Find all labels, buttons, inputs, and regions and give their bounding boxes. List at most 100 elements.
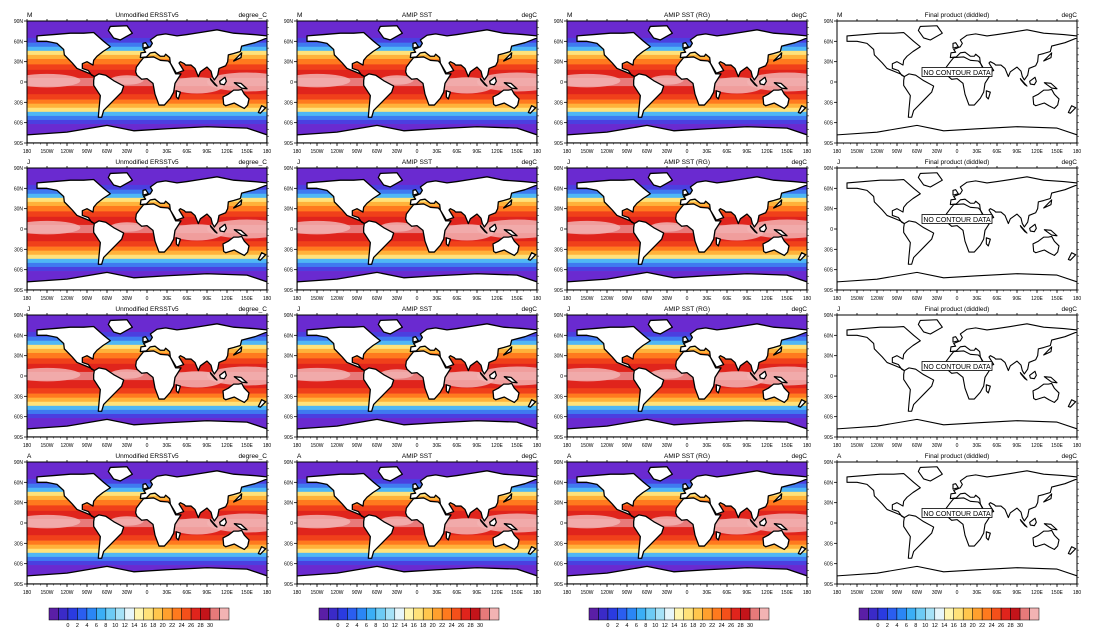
no-contour-message: NO CONTOUR DATA bbox=[923, 70, 991, 77]
panel-title: AMIP SST (RG) bbox=[664, 159, 710, 166]
colorbar-swatch bbox=[617, 607, 628, 621]
lat-tick-label: 90N bbox=[284, 166, 294, 172]
lat-tick-label: 60N bbox=[14, 333, 24, 339]
lon-tick-label: 90E bbox=[473, 590, 483, 596]
lat-tick-label: 90S bbox=[824, 141, 834, 147]
colorbar-swatch bbox=[925, 607, 936, 621]
lon-tick-label: 30E bbox=[703, 590, 713, 596]
lon-tick-label: 60E bbox=[453, 149, 463, 155]
continents bbox=[567, 172, 807, 290]
colorbar-tick-label: 28 bbox=[198, 623, 204, 629]
lon-tick-label: 150E bbox=[781, 443, 793, 449]
colorbar-tick-label: 12 bbox=[392, 623, 398, 629]
lon-tick-label: 0 bbox=[956, 443, 959, 449]
lat-tick-label: 0 bbox=[560, 374, 563, 380]
lon-tick-label: 150W bbox=[850, 443, 863, 449]
lat-tick-label: 30S bbox=[14, 247, 24, 253]
colorbar-swatch bbox=[115, 607, 126, 621]
lon-tick-label: 60E bbox=[183, 296, 193, 302]
lon-tick-label: 150W bbox=[310, 296, 323, 302]
units-label: degC bbox=[1061, 159, 1077, 166]
colorbar-swatch bbox=[711, 607, 722, 621]
colorbar-swatch bbox=[441, 607, 452, 621]
colorbar-swatch bbox=[366, 607, 377, 621]
lon-tick-label: 90W bbox=[352, 590, 363, 596]
lon-tick-label: 60E bbox=[723, 296, 733, 302]
colorbar-swatch bbox=[328, 607, 339, 621]
colorbar-tick-label: 0 bbox=[336, 623, 339, 629]
colorbar-swatch bbox=[934, 607, 945, 621]
map-panel: NO CONTOUR DATA M Final product (diddled) d… bbox=[824, 12, 1082, 155]
lat-tick-label: 60N bbox=[14, 186, 24, 192]
lon-tick-label: 60W bbox=[642, 296, 653, 302]
lon-tick-label: 0 bbox=[956, 149, 959, 155]
colorbar-tick-label: 8 bbox=[374, 623, 377, 629]
lon-tick-label: 150W bbox=[40, 443, 53, 449]
colorbar-tick-label: 26 bbox=[728, 623, 734, 629]
lon-tick-label: 180 bbox=[803, 443, 812, 449]
lon-tick-label: 120E bbox=[221, 296, 233, 302]
lat-tick-label: 30N bbox=[554, 354, 564, 360]
lon-tick-label: 30E bbox=[433, 443, 443, 449]
colorbar-tick-label: 16 bbox=[951, 623, 957, 629]
month-label: J bbox=[837, 306, 840, 313]
month-label: J bbox=[567, 159, 570, 166]
lat-tick-label: 0 bbox=[20, 521, 23, 527]
map-frame bbox=[836, 167, 1078, 291]
lon-tick-label: 120W bbox=[870, 296, 883, 302]
lon-tick-label: 120E bbox=[491, 590, 503, 596]
lon-tick-label: 60E bbox=[183, 443, 193, 449]
colorbar-tick-label: 4 bbox=[625, 623, 628, 629]
lon-tick-label: 0 bbox=[956, 590, 959, 596]
colorbar-tick-label: 2 bbox=[616, 623, 619, 629]
colorbar: 0 2 4 6 8 10 12 14 16 18 20 22 24 26 28 30 bbox=[858, 607, 1040, 629]
colorbar-swatch bbox=[134, 607, 144, 621]
lon-tick-label: 90E bbox=[1013, 443, 1023, 449]
lat-tick-label: 90N bbox=[14, 19, 24, 25]
colorbar-tick-label: 24 bbox=[719, 623, 725, 629]
lon-tick-label: 30E bbox=[163, 296, 173, 302]
colorbar-tick-label: 16 bbox=[411, 623, 417, 629]
lon-tick-label: 30E bbox=[433, 590, 443, 596]
colorbar-swatch bbox=[356, 607, 367, 621]
lon-tick-label: 180 bbox=[23, 443, 32, 449]
lat-tick-label: 60S bbox=[14, 562, 24, 568]
map-panel: M AMIP SST (RG) degC 90N 60N 30N 0 30S 60S 90S 180… bbox=[554, 12, 812, 155]
lon-tick-label: 150E bbox=[241, 296, 253, 302]
lon-tick-label: 150E bbox=[241, 149, 253, 155]
lon-tick-label: 30W bbox=[392, 149, 403, 155]
lat-tick-label: 30N bbox=[14, 207, 24, 213]
lat-tick-label: 90N bbox=[824, 460, 834, 466]
lat-tick-label: 60S bbox=[14, 415, 24, 421]
lat-tick-label: 60N bbox=[554, 333, 564, 339]
lon-tick-label: 0 bbox=[146, 296, 149, 302]
colorbar-tick-label: 30 bbox=[477, 623, 483, 629]
lat-tick-label: 30S bbox=[824, 394, 834, 400]
lon-tick-label: 90E bbox=[473, 443, 483, 449]
lat-tick-label: 90S bbox=[284, 288, 294, 294]
lon-tick-label: 0 bbox=[686, 296, 689, 302]
colorbar-swatch bbox=[664, 607, 675, 621]
colorbar: 0 2 4 6 8 10 12 14 16 18 20 22 24 26 28 30 bbox=[588, 607, 770, 629]
colorbar-swatch bbox=[404, 607, 414, 621]
lon-tick-label: 150W bbox=[580, 443, 593, 449]
lon-tick-label: 90E bbox=[1013, 590, 1023, 596]
lon-tick-label: 150E bbox=[241, 590, 253, 596]
colorbar-tick-label: 22 bbox=[169, 623, 175, 629]
lon-tick-label: 120W bbox=[870, 443, 883, 449]
month-label: A bbox=[567, 453, 572, 460]
continents bbox=[27, 466, 267, 584]
lat-tick-label: 0 bbox=[830, 227, 833, 233]
lon-tick-label: 120E bbox=[761, 443, 773, 449]
lon-tick-label: 180 bbox=[833, 590, 842, 596]
lon-tick-label: 90E bbox=[743, 590, 753, 596]
lon-tick-label: 180 bbox=[803, 590, 812, 596]
lon-tick-label: 30E bbox=[973, 443, 983, 449]
map-panel: J AMIP SST degC 90N 60N 30N 0 30S 60S 90S 180 150W 1… bbox=[284, 159, 542, 302]
units-label: degree_C bbox=[238, 159, 267, 166]
continents bbox=[567, 319, 807, 437]
colorbar-swatch bbox=[944, 607, 954, 621]
lon-tick-label: 180 bbox=[1073, 149, 1082, 155]
